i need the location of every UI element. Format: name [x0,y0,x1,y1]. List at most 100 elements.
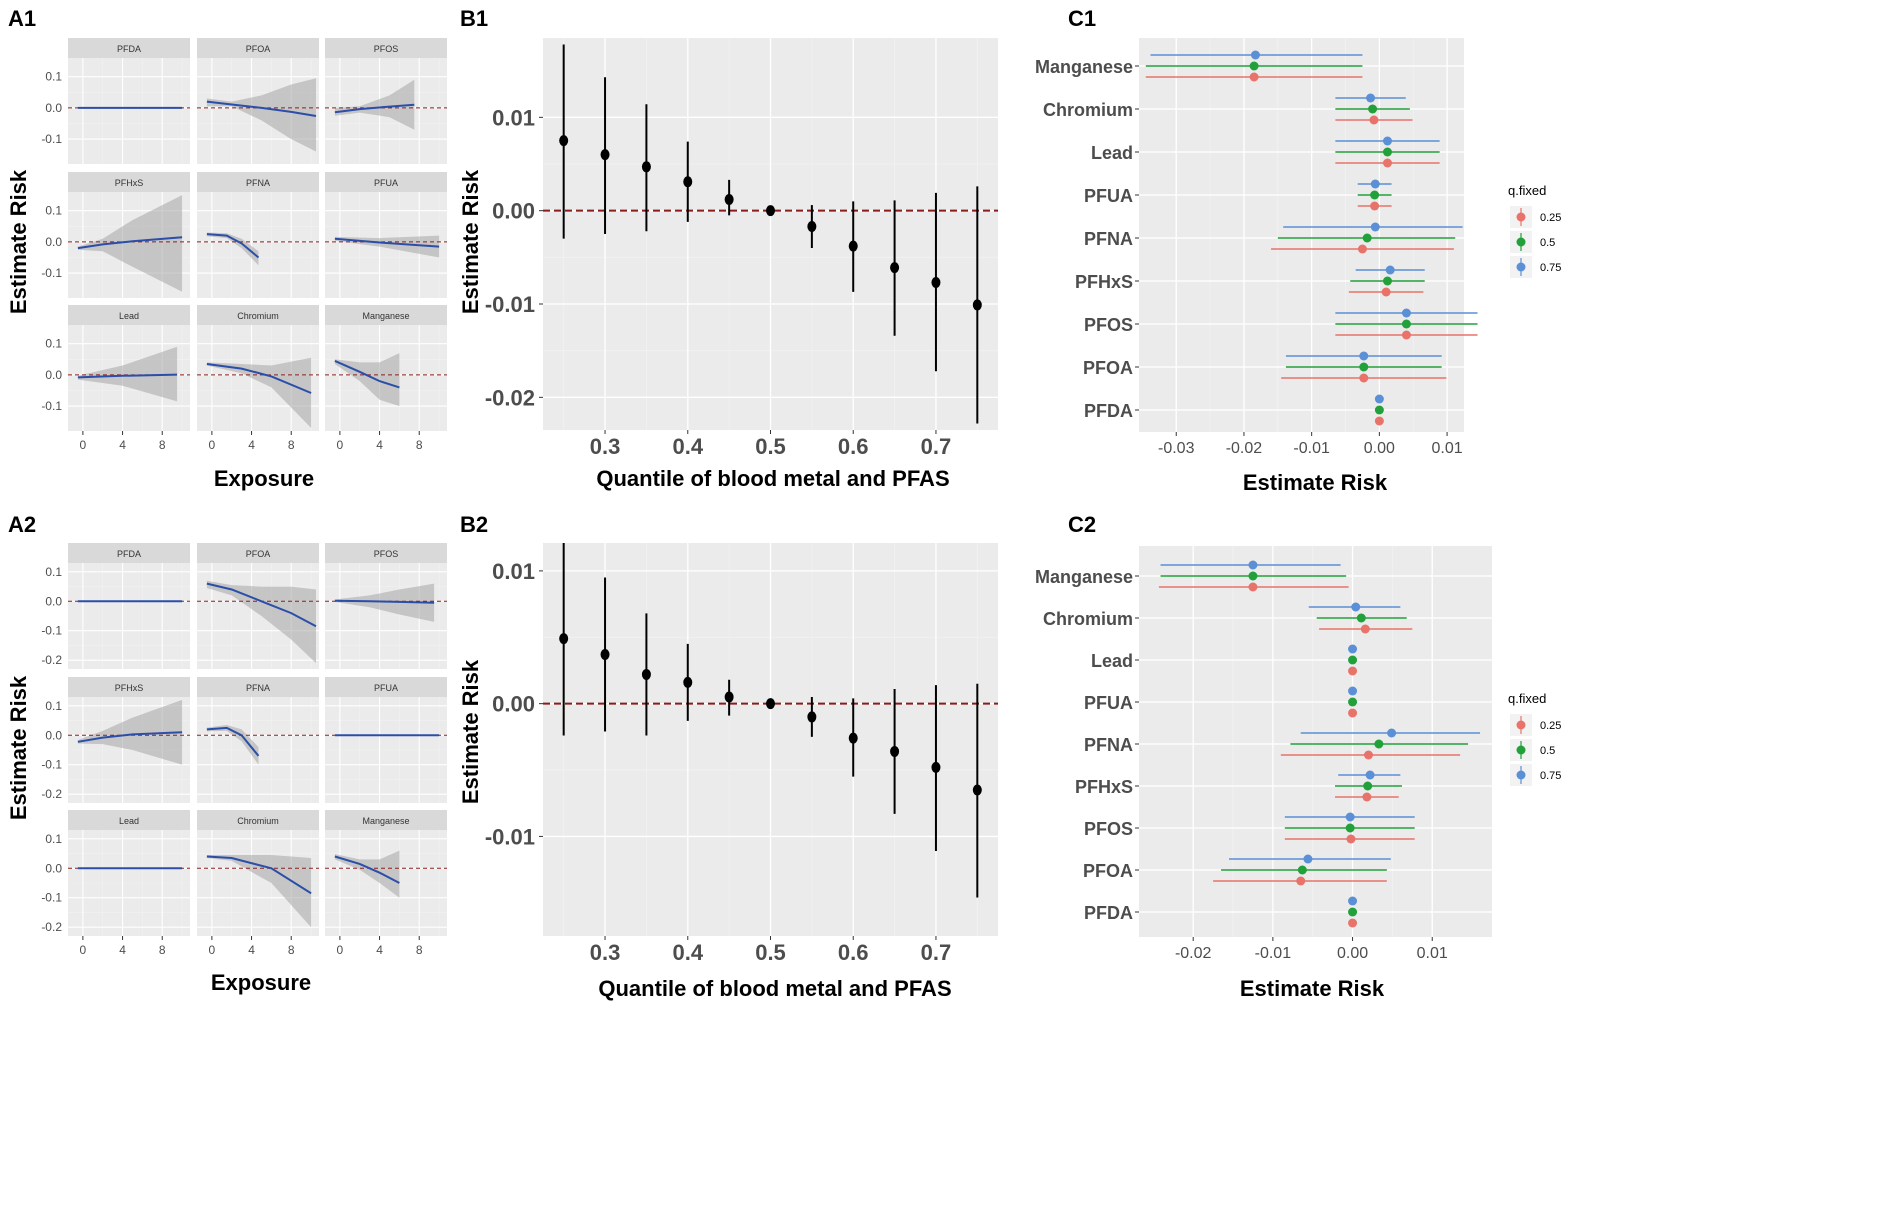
panel-label: C2 [1068,512,1096,537]
y-tick-label: 0.0 [45,594,62,608]
facet-strip [325,810,447,830]
data-point [890,745,900,757]
x-tick-label: 0.4 [672,940,703,965]
x-tick-label: 0.00 [1337,945,1368,962]
exposure-response-curve [206,855,312,895]
data-point [1370,190,1380,200]
data-point [1351,602,1361,612]
data-point [1348,907,1358,917]
data-point [683,176,693,188]
facet-title: Chromium [237,311,279,321]
panel-a2: A2 Estimate Risk Exposure PFDA -0.2 -0.1 0.0 0.… [6,512,447,995]
x-tick-label: -0.01 [1255,945,1292,962]
facet-strip [197,305,319,325]
facet-strip [68,543,190,563]
x-tick-label: 0 [337,438,344,452]
data-point [1348,896,1358,906]
x-tick-label: 0.7 [921,434,952,459]
facet-title: PFHxS [115,178,144,188]
facet-pfos: PFOS [325,38,447,164]
category-label: PFOS [1084,819,1133,839]
data-point [1368,104,1378,114]
data-point [1370,201,1380,211]
x-tick-label: 0 [337,943,344,957]
data-point [1387,728,1397,738]
facet-title: Manganese [362,311,409,321]
x-tick-label: 8 [288,438,295,452]
facet-strip [197,543,319,563]
exposure-response-curve [206,363,312,394]
category-label: Manganese [1035,567,1133,587]
data-point [683,676,693,688]
category-label: PFUA [1084,693,1133,713]
exposure-response-curve [77,731,183,743]
facet-title: PFOA [246,549,271,559]
data-point [1401,319,1411,329]
data-point [1374,394,1384,404]
data-point [1362,233,1372,243]
data-point [1345,812,1355,822]
confidence-ribbon [334,850,400,898]
panel-a1: A1 Estimate Risk Exposure PFDA -0.1 0.0 0.1 PFO… [6,6,447,491]
legend-title: q.fixed [1508,691,1546,706]
y-tick-label: -0.2 [41,653,62,667]
exposure-response-curve [77,236,183,250]
data-point [807,221,817,233]
exposure-response-curve [77,373,178,379]
facet-pfos: PFOS [325,543,447,669]
data-point [931,761,941,773]
facet-pfhxs: PFHxS -0.1 0.0 0.1 [41,172,190,298]
data-point [1382,276,1392,286]
panel-label: B1 [460,6,488,31]
category-label: PFNA [1084,735,1133,755]
facet-lead: Lead -0.1 0.0 0.1 0 4 8 [41,305,190,452]
facet-pfua: PFUA [325,677,447,803]
y-tick-label: 0.01 [492,105,535,130]
confidence-ribbon [206,725,259,765]
y-tick-label: -0.1 [41,399,62,413]
facet-manganese: Manganese 0 4 8 [325,810,447,957]
data-point [600,649,610,661]
y-tick-label: -0.2 [41,787,62,801]
category-label: Lead [1091,143,1133,163]
facet-strip [325,543,447,563]
facet-title: Lead [119,816,139,826]
panel-b1: B1 Estimate Risk Quantile of blood metal a… [458,6,998,491]
panel-label: B2 [460,512,488,537]
x-tick-label: 0.01 [1432,440,1463,457]
y-tick-label: 0.0 [45,101,62,115]
legend: q.fixed 0.25 0.5 0.75 [1508,183,1561,278]
x-tick-label: 0 [209,438,216,452]
plot-panel [1139,38,1464,432]
category-label: PFHxS [1075,777,1133,797]
facet-strip [325,38,447,58]
facet-title: PFOS [374,549,399,559]
legend-entry: 0.25 [1540,720,1561,732]
facet-title: Chromium [237,816,279,826]
facet-strip [68,810,190,830]
category-label: PFOA [1083,861,1133,881]
x-tick-label: 8 [159,438,166,452]
facet-pfna: PFNA [197,677,319,803]
category-label: Chromium [1043,100,1133,120]
y-axis-label: Estimate Risk [6,675,31,820]
data-point [890,262,900,274]
data-point [1370,179,1380,189]
facet-pfoa: PFOA [197,543,319,669]
exposure-response-curve [206,582,317,628]
data-point [724,691,734,703]
data-point [1359,373,1369,383]
facet-panel [68,58,190,164]
y-axis-label: Estimate Risk [458,169,483,314]
legend-entry: 0.25 [1540,212,1561,224]
y-tick-label: 0.0 [45,368,62,382]
x-axis-label: Exposure [211,970,311,995]
facet-pfoa: PFOA [197,38,319,164]
data-point [600,149,610,161]
data-point [1385,265,1395,275]
exposure-response-curve [334,599,435,604]
data-point [1348,708,1358,718]
facet-chromium: Chromium 0 4 8 [197,810,319,957]
y-tick-label: 0.00 [492,199,535,224]
category-label: Chromium [1043,609,1133,629]
